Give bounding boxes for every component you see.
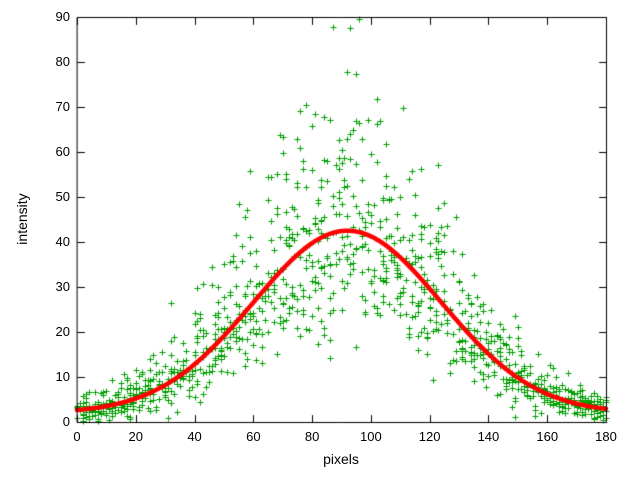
y-tick-label: 20 xyxy=(55,324,70,339)
y-tick-label: 70 xyxy=(55,99,70,114)
x-tick-label: 0 xyxy=(73,429,81,444)
y-tick-label: 90 xyxy=(55,9,70,24)
y-tick-label: 50 xyxy=(55,189,70,204)
x-tick-label: 20 xyxy=(128,429,143,444)
y-tick-label: 0 xyxy=(62,414,70,429)
x-tick-label: 100 xyxy=(360,429,382,444)
x-tick-label: 80 xyxy=(304,429,320,444)
x-tick-label: 120 xyxy=(418,429,441,444)
x-tick-label: 40 xyxy=(187,429,202,444)
x-tick-label: 180 xyxy=(595,429,617,444)
x-axis-title: pixels xyxy=(323,451,359,467)
x-tick-label: 60 xyxy=(246,429,261,444)
y-tick-label: 60 xyxy=(55,144,70,159)
y-tick-label: 80 xyxy=(55,54,70,69)
x-tick-label: 160 xyxy=(536,429,559,444)
x-tick-label: 140 xyxy=(477,429,500,444)
y-tick-label: 30 xyxy=(55,279,70,294)
y-axis-title: intensity xyxy=(14,193,30,245)
y-tick-label: 10 xyxy=(55,369,70,384)
y-tick-label: 40 xyxy=(55,234,70,249)
